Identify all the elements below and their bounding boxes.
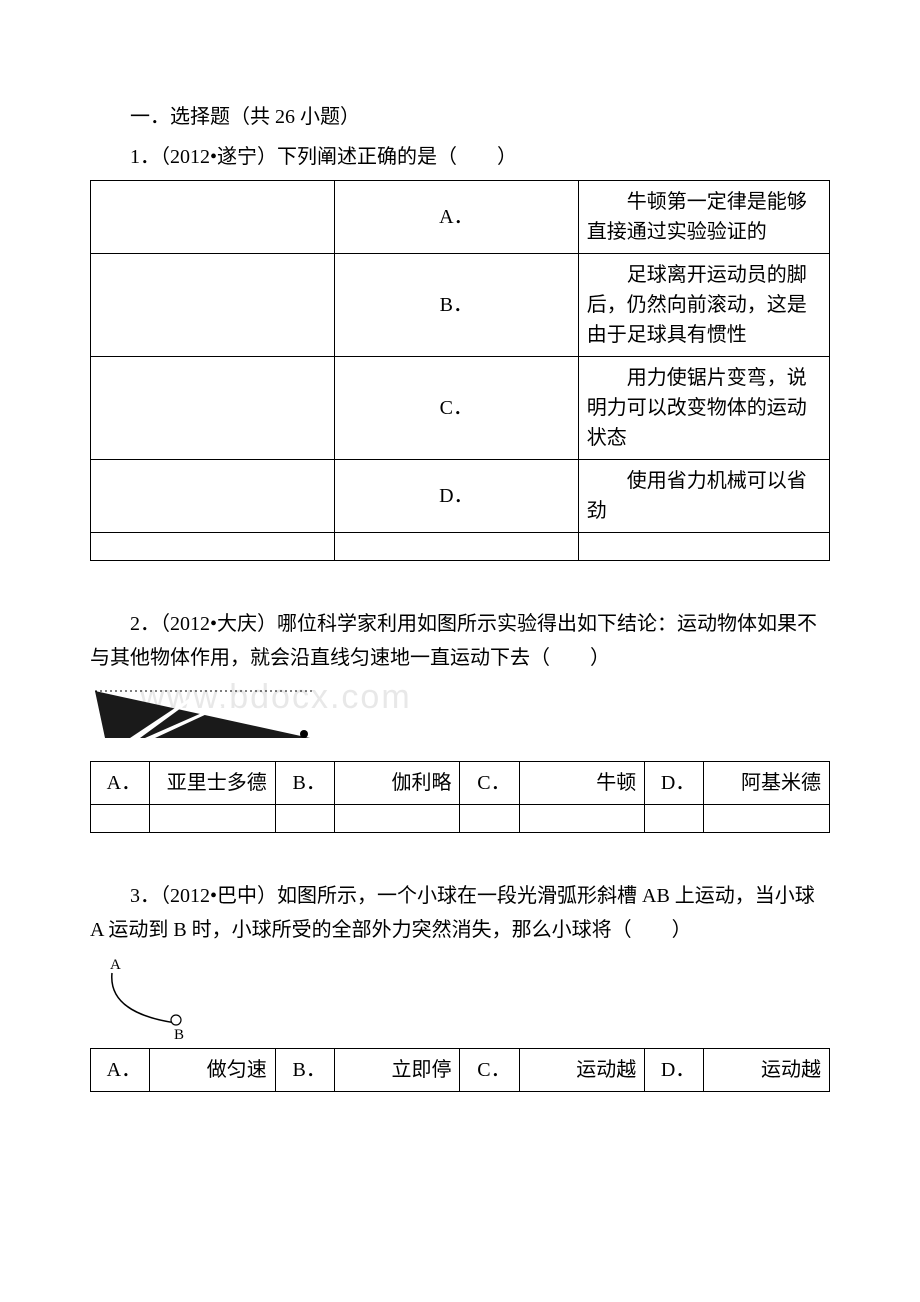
q2-prompt: 2．（2012•大庆）哪位科学家利用如图所示实验得出如下结论：运动物体如果不与其… [90, 607, 830, 675]
q3-options-table: A． 做匀速 B． 立即停 C． 运动越 D． 运动越 [90, 1048, 830, 1092]
q3-c-label: C． [460, 1049, 519, 1092]
q2-a-label: A． [91, 762, 150, 805]
q1-d-label: D． [334, 460, 578, 533]
q3-d-label: D． [645, 1049, 704, 1092]
svg-text:A: A [110, 957, 121, 973]
q1-b-text: 足球离开运动员的脚后，仍然向前滚动，这是由于足球具有惯性 [578, 254, 829, 357]
q2-options-row: A． 亚里士多德 B． 伽利略 C． 牛顿 D． 阿基米德 [91, 762, 830, 805]
q1-d-text: 使用省力机械可以省劲 [578, 460, 829, 533]
q1-c-text: 用力使锯片变弯，说明力可以改变物体的运动状态 [578, 357, 829, 460]
q3-a-label: A． [91, 1049, 150, 1092]
q2-c-label: C． [460, 762, 519, 805]
q2-figure [90, 683, 830, 753]
q1-option-row-a: A． 牛顿第一定律是能够直接通过实验验证的 [91, 181, 830, 254]
q3-options-row: A． 做匀速 B． 立即停 C． 运动越 D． 运动越 [91, 1049, 830, 1092]
q3-prompt-text: 3．（2012•巴中）如图所示，一个小球在一段光滑弧形斜槽 AB 上运动，当小球… [90, 885, 815, 941]
q3-prompt: 3．（2012•巴中）如图所示，一个小球在一段光滑弧形斜槽 AB 上运动，当小球… [90, 879, 830, 947]
inclined-plane-icon [90, 683, 320, 753]
q1-b-blank [91, 254, 335, 357]
q1-option-row-d: D． 使用省力机械可以省劲 [91, 460, 830, 533]
q2-c-text: 牛顿 [519, 762, 645, 805]
q3-d-text: 运动越 [704, 1049, 830, 1092]
q1-a-label: A． [334, 181, 578, 254]
q2-prompt-text: 2．（2012•大庆）哪位科学家利用如图所示实验得出如下结论：运动物体如果不与其… [90, 613, 817, 669]
q3-c-text: 运动越 [519, 1049, 645, 1092]
q2-d-text: 阿基米德 [704, 762, 830, 805]
q1-d-blank [91, 460, 335, 533]
q1-options-table: A． 牛顿第一定律是能够直接通过实验验证的 B． 足球离开运动员的脚后，仍然向前… [90, 180, 830, 561]
q3-b-text: 立即停 [334, 1049, 460, 1092]
q1-a-blank [91, 181, 335, 254]
q2-b-text: 伽利略 [334, 762, 460, 805]
q1-c-label: C． [334, 357, 578, 460]
q2-options-table: A． 亚里士多德 B． 伽利略 C． 牛顿 D． 阿基米德 [90, 761, 830, 833]
q1-option-row-b: B． 足球离开运动员的脚后，仍然向前滚动，这是由于足球具有惯性 [91, 254, 830, 357]
q1-b-label: B． [334, 254, 578, 357]
q2-b-label: B． [275, 762, 334, 805]
q1-a-text: 牛顿第一定律是能够直接通过实验验证的 [578, 181, 829, 254]
q2-d-label: D． [645, 762, 704, 805]
q3-figure: A B [90, 955, 830, 1040]
arc-track-icon: A B [90, 955, 230, 1040]
q1-option-row-c: C． 用力使锯片变弯，说明力可以改变物体的运动状态 [91, 357, 830, 460]
q1-c-blank [91, 357, 335, 460]
svg-text:B: B [174, 1027, 184, 1040]
q2-a-text: 亚里士多德 [150, 762, 276, 805]
q1-prompt: 1．（2012•遂宁）下列阐述正确的是（ ） [90, 140, 830, 174]
section-heading: 一．选择题（共 26 小题） [90, 100, 830, 134]
q2-empty-row [91, 805, 830, 833]
q1-empty-row [91, 533, 830, 561]
q3-b-label: B． [275, 1049, 334, 1092]
q3-a-text: 做匀速 [150, 1049, 276, 1092]
